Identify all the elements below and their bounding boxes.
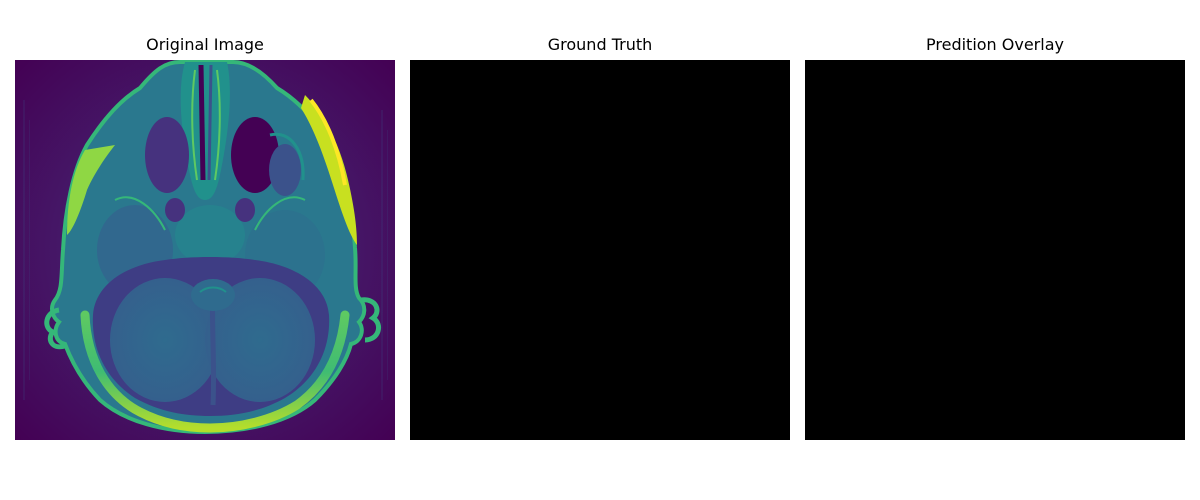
original-image-panel <box>15 60 395 440</box>
scan-artifacts <box>23 100 388 400</box>
mri-image <box>15 60 395 440</box>
prediction-overlay-panel <box>805 60 1185 440</box>
panel-title-ground-truth: Ground Truth <box>547 35 653 54</box>
left-sinus <box>145 117 189 193</box>
panel-title-prediction-overlay: Predition Overlay <box>926 35 1064 54</box>
skull-bone-lower <box>80 310 350 433</box>
left-cerebellum <box>110 278 220 402</box>
panel-title-original-image: Original Image <box>146 35 264 54</box>
right-temporal-bright <box>301 95 357 245</box>
ground-truth-panel <box>410 60 790 440</box>
right-cerebellum <box>205 278 315 402</box>
right-ear <box>360 297 382 343</box>
left-temporal-bright <box>67 145 115 235</box>
left-ear <box>44 307 66 350</box>
right-sinus <box>231 117 279 193</box>
